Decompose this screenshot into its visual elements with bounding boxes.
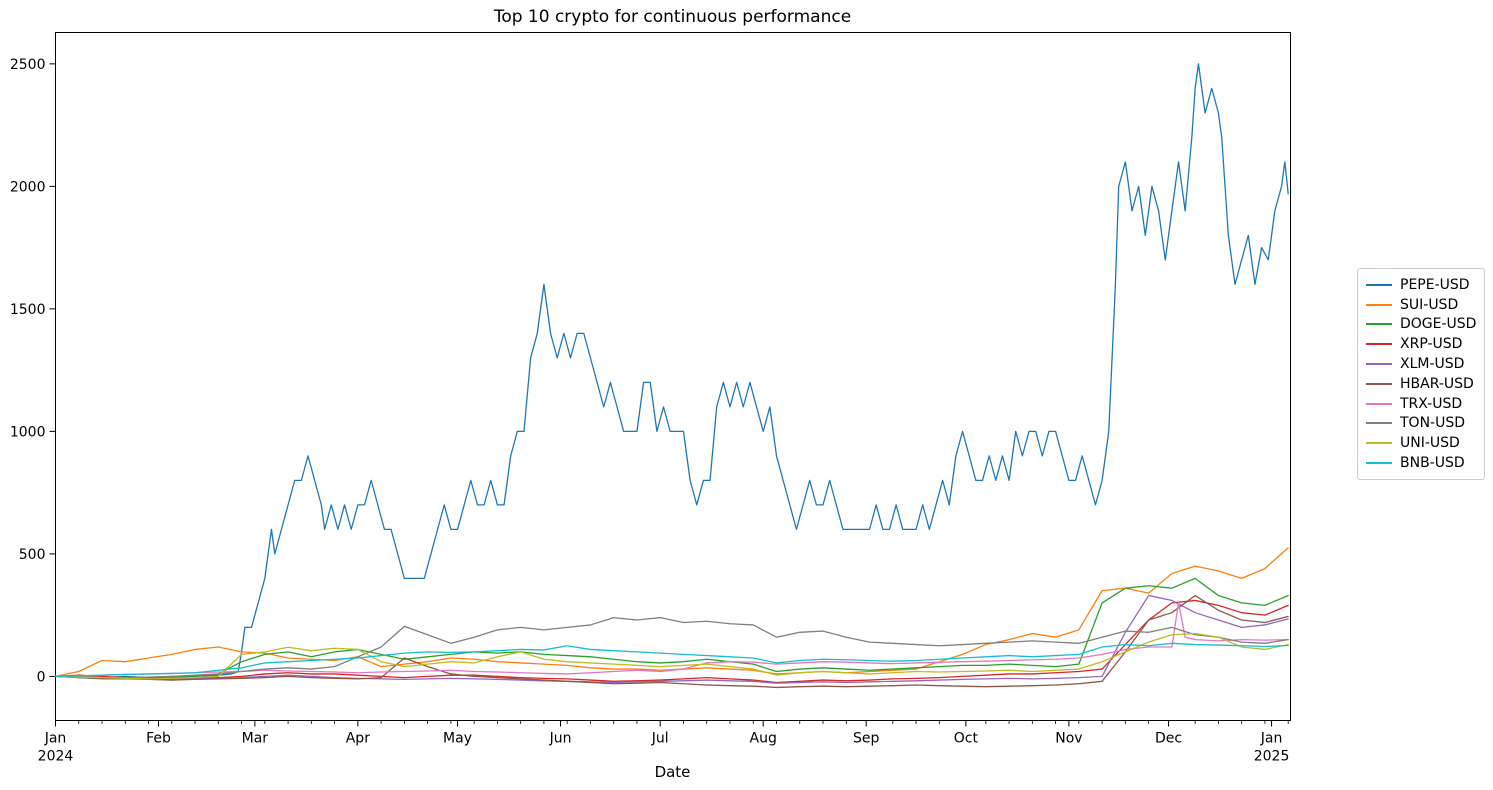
legend-label: XLM-USD <box>1400 356 1465 373</box>
x-tick-label: May <box>443 731 472 747</box>
y-tick-label: 2500 <box>10 57 46 73</box>
x-tick-label: Apr <box>346 731 370 747</box>
legend-item-BNB-USD: BNB-USD <box>1366 453 1476 473</box>
x-tick-label: Feb <box>146 731 171 747</box>
x-tick-sublabel: 2025 <box>1254 749 1290 765</box>
legend-line-swatch <box>1366 283 1392 286</box>
legend-item-HBAR-USD: HBAR-USD <box>1366 374 1476 394</box>
legend-line-swatch <box>1366 363 1392 366</box>
legend-line-swatch <box>1366 422 1392 425</box>
x-tick-label: Mar <box>242 731 269 747</box>
chart-title: Top 10 crypto for continuous performance <box>493 7 852 27</box>
legend: PEPE-USD SUI-USD DOGE-USD XRP-USD XLM-USD HBA… <box>1357 268 1485 480</box>
legend-line-swatch <box>1366 402 1392 405</box>
x-tick-label: Dec <box>1155 731 1182 747</box>
series-line-TRX-USD <box>54 602 1289 678</box>
x-tick-sublabel: 2024 <box>38 749 74 765</box>
legend-item-DOGE-USD: DOGE-USD <box>1366 315 1476 335</box>
x-tick-label: Oct <box>954 731 979 747</box>
y-tick-label: 500 <box>19 547 46 563</box>
legend-item-PEPE-USD: PEPE-USD <box>1366 275 1476 295</box>
series-line-XLM-USD <box>54 594 1289 684</box>
series-line-PEPE-USD <box>54 63 1289 679</box>
x-tick-label: Jun <box>549 731 572 747</box>
legend-line-swatch <box>1366 343 1392 346</box>
legend-label: HBAR-USD <box>1400 375 1474 392</box>
x-axis-label: Date <box>654 763 691 781</box>
x-tick-label: Sep <box>853 731 880 747</box>
plot-border <box>55 32 1291 721</box>
x-tick-label: Aug <box>750 731 777 747</box>
y-tick-label: 1000 <box>10 424 46 440</box>
legend-item-TRX-USD: TRX-USD <box>1366 394 1476 414</box>
legend-item-XRP-USD: XRP-USD <box>1366 334 1476 354</box>
legend-label: PEPE-USD <box>1400 276 1470 293</box>
legend-line-swatch <box>1366 442 1392 445</box>
legend-label: UNI-USD <box>1400 435 1460 452</box>
legend-line-swatch <box>1366 462 1392 465</box>
x-tick-label: Jul <box>651 731 669 747</box>
series-line-BNB-USD <box>54 642 1289 678</box>
legend-item-XLM-USD: XLM-USD <box>1366 354 1476 374</box>
series-line-HBAR-USD <box>54 594 1289 689</box>
series-line-TON-USD <box>54 616 1289 679</box>
series-line-DOGE-USD <box>54 577 1289 680</box>
y-tick-label: 0 <box>37 669 46 685</box>
legend-label: TON-USD <box>1400 415 1466 432</box>
y-tick-label: 1500 <box>10 302 46 318</box>
legend-label: XRP-USD <box>1400 336 1463 353</box>
legend-line-swatch <box>1366 323 1392 326</box>
legend-line-swatch <box>1366 382 1392 385</box>
legend-line-swatch <box>1366 303 1392 306</box>
y-tick-label: 2000 <box>10 179 46 195</box>
series-line-UNI-USD <box>54 632 1289 680</box>
legend-item-TON-USD: TON-USD <box>1366 414 1476 434</box>
x-tick-label: Nov <box>1055 731 1082 747</box>
legend-label: DOGE-USD <box>1400 316 1477 333</box>
legend-label: TRX-USD <box>1400 395 1463 412</box>
legend-item-UNI-USD: UNI-USD <box>1366 433 1476 453</box>
series-line-XRP-USD <box>54 599 1289 684</box>
x-tick-label: Jan <box>1260 731 1283 747</box>
legend-label: BNB-USD <box>1400 455 1465 472</box>
legend-item-SUI-USD: SUI-USD <box>1366 295 1476 315</box>
legend-label: SUI-USD <box>1400 296 1459 313</box>
x-tick-label: Jan <box>44 731 67 747</box>
